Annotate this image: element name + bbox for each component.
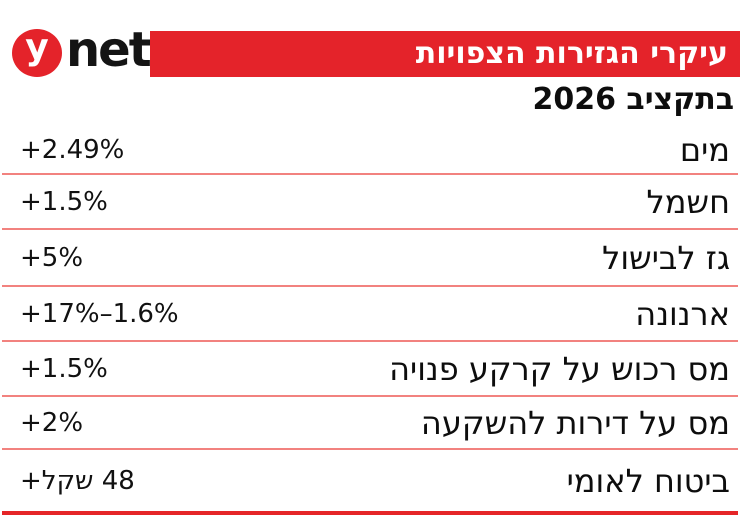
- row-value: +1.5%: [20, 186, 108, 217]
- row-label: גז לבישול: [602, 238, 730, 277]
- table-row: 48 שקל+ ביטוח לאומי: [2, 450, 738, 515]
- ynet-logo-net: net: [66, 22, 152, 78]
- table-row: +17%–1.6% ארנונה: [2, 287, 738, 342]
- row-label: ארנונה: [635, 294, 730, 333]
- row-value: +2%: [20, 407, 84, 438]
- ynet-logo-circle-icon: y: [12, 29, 62, 77]
- title-banner: עיקרי הגזירות הצפויות: [150, 31, 740, 77]
- table-row: +1.5% מס רכוש על קרקע פנויה: [2, 342, 738, 397]
- row-value: +1.5%: [20, 353, 108, 384]
- row-value: +2.49%: [20, 135, 125, 165]
- table-row: +1.5% חשמל: [2, 175, 738, 230]
- row-value: +5%: [20, 242, 84, 273]
- ynet-logo: y net: [12, 22, 152, 78]
- table-row: +2% מס על דירות להשקעה: [2, 397, 738, 450]
- row-value: +17%–1.6%: [20, 298, 179, 329]
- page-title: עיקרי הגזירות הצפויות: [415, 36, 728, 71]
- ynet-logo-y: y: [25, 29, 49, 68]
- row-label: חשמל: [646, 182, 731, 221]
- row-label: מס רכוש על קרקע פנויה: [389, 349, 730, 388]
- row-label: מס על דירות להשקעה: [420, 403, 730, 442]
- page-subtitle: בתקציב 2026: [532, 82, 734, 117]
- row-label: ביטוח לאומי: [566, 461, 730, 500]
- table-row: +5% גז לבישול: [2, 230, 738, 287]
- row-value: 48 שקל+: [20, 465, 135, 496]
- row-label: מים: [679, 131, 730, 169]
- budget-table: +2.49% מים +1.5% חשמל +5% גז לבישול +17%…: [2, 127, 738, 515]
- table-row: +2.49% מים: [2, 127, 738, 175]
